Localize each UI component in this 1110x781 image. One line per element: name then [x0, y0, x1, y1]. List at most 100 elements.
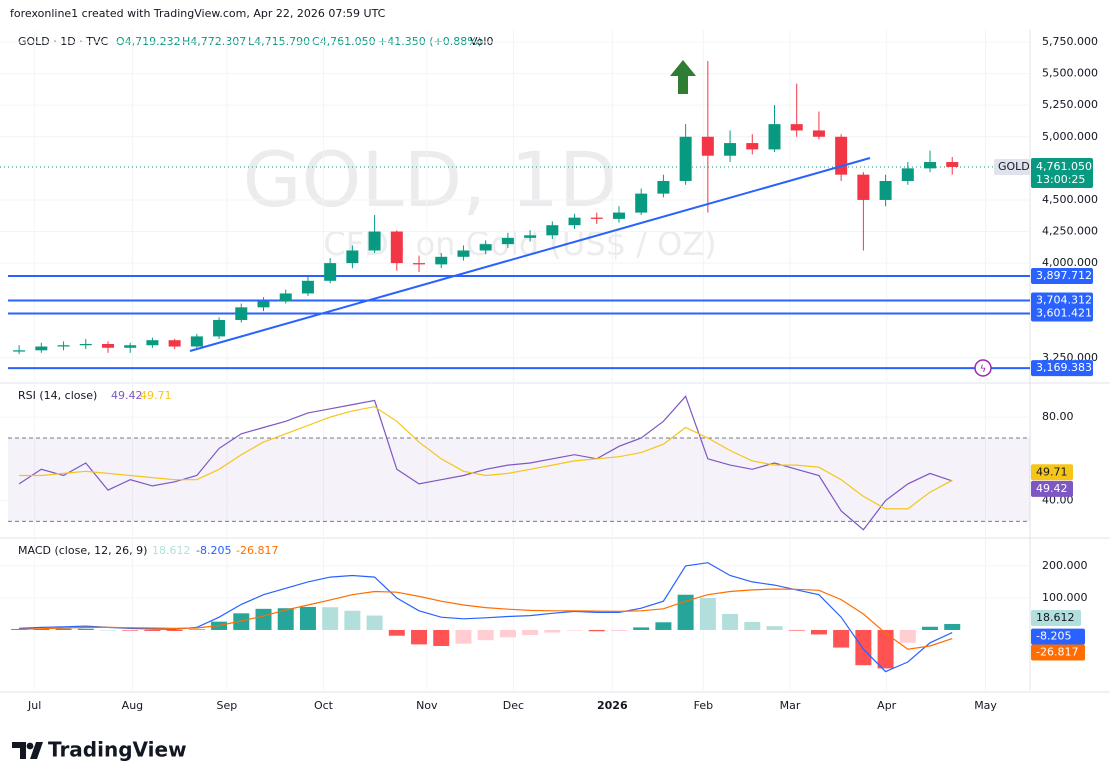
candle-body	[35, 346, 48, 351]
event-icon-glyph[interactable]: ϟ	[980, 364, 987, 375]
close: C4,761.050	[312, 35, 376, 48]
histogram-bar	[766, 626, 783, 630]
symbol-tag: GOLD	[998, 160, 1030, 173]
indicator-name: RSI (14, close)	[18, 389, 97, 402]
candle-body	[101, 343, 114, 348]
price-tag	[1031, 360, 1093, 377]
x-tick-label: Oct	[314, 699, 334, 712]
price-tag	[1031, 610, 1081, 627]
price-tag-label: 3,897.712	[1036, 269, 1092, 282]
histogram-bar	[144, 629, 161, 631]
histogram-bar	[610, 629, 627, 631]
up-arrow	[670, 60, 696, 94]
histogram-bar	[322, 607, 339, 630]
event-icon[interactable]	[974, 359, 992, 377]
volume: Vol0	[470, 35, 493, 48]
candle-body	[835, 136, 848, 175]
candle-body	[79, 343, 92, 346]
candle-body	[857, 174, 870, 200]
histogram-bar	[588, 629, 605, 632]
indicator-name: MACD (close, 12, 26, 9)	[18, 544, 147, 557]
histogram-bar	[455, 629, 472, 644]
histogram-bar	[544, 629, 561, 633]
candle-body	[168, 340, 181, 347]
credit: forexonline1 created with TradingView.co…	[10, 7, 386, 20]
high: H4,772.307	[182, 35, 246, 48]
price-tag-label: 49.42	[1036, 482, 1068, 495]
candle-body	[146, 340, 159, 346]
candle-body	[413, 263, 426, 265]
histogram-bar	[255, 608, 272, 630]
candle-body	[279, 293, 292, 302]
histogram-bar	[411, 629, 428, 645]
histogram-bar	[477, 629, 494, 641]
candle-body	[879, 180, 892, 200]
symbol-tag-box	[994, 158, 1030, 175]
legend-value: 49.71	[140, 389, 172, 402]
price-tag	[1031, 628, 1085, 645]
histogram-bar	[188, 629, 205, 630]
price-tag-label: 49.71	[1036, 465, 1068, 478]
candle-body	[768, 124, 781, 150]
x-tick-label: Feb	[694, 699, 713, 712]
last-price-label: 4,761.050	[1036, 160, 1092, 173]
candle-body	[612, 212, 625, 219]
price-tag-label: 3,601.421	[1036, 306, 1092, 319]
y-tick-label: 4,500.000	[1042, 193, 1098, 206]
price-tag	[1031, 644, 1085, 661]
x-tick-label: Aug	[122, 699, 143, 712]
footer-brand: TradingView	[48, 738, 187, 762]
x-tick-label: Mar	[780, 699, 801, 712]
histogram-bar	[855, 629, 872, 666]
candle-body	[724, 143, 737, 156]
candle-body	[57, 345, 70, 347]
candle-body	[701, 136, 714, 156]
candle-body	[657, 180, 670, 194]
y-tick-label: 100.000	[1042, 591, 1088, 604]
candle-body	[435, 256, 448, 265]
open: O4,719.232	[116, 35, 181, 48]
histogram-bar	[877, 629, 894, 669]
rsi-line	[18, 395, 953, 531]
histogram-bar	[499, 629, 516, 638]
histogram-bar	[566, 629, 583, 631]
candle-body	[524, 235, 537, 238]
price-tag-label: 3,169.383	[1036, 361, 1092, 374]
price-tag-label: -26.817	[1036, 646, 1078, 659]
histogram-bar	[99, 629, 116, 631]
candle-body	[679, 136, 692, 181]
header-legend: GOLD · 1D · TVC O4,719.232 H4,772.307 L4…	[18, 35, 493, 48]
change: +41.350 (+0.88%)	[378, 35, 482, 48]
histogram-bar	[744, 621, 761, 630]
trend-line	[189, 157, 871, 352]
y-tick-label: 80.00	[1042, 410, 1074, 423]
histogram-bar	[366, 615, 383, 630]
histogram-bar	[277, 608, 294, 630]
footer-logo	[12, 742, 43, 759]
candle-body	[301, 280, 314, 294]
x-tick-label: Apr	[877, 699, 897, 712]
price-tag	[1031, 464, 1073, 481]
low: L4,715.790	[248, 35, 310, 48]
price-tag-label: -8.205	[1036, 630, 1071, 643]
y-tick-label: 5,250.000	[1042, 98, 1098, 111]
last-price-box	[1031, 157, 1093, 188]
histogram-bar	[922, 626, 939, 630]
histogram-bar	[633, 627, 650, 630]
candle-body	[635, 193, 648, 213]
legend-value: 18.612	[152, 544, 191, 557]
histogram-bar	[810, 629, 827, 635]
histogram-bar	[433, 629, 450, 646]
symbol: GOLD · 1D · TVC	[18, 35, 108, 48]
histogram-bar	[788, 629, 805, 631]
candle-body	[590, 217, 603, 219]
candle-body	[324, 263, 337, 281]
legend-value: 49.42	[111, 389, 143, 402]
rsi-line	[19, 406, 953, 510]
candle-body	[190, 336, 203, 347]
watermark: GOLD, 1D	[243, 135, 618, 224]
candle-body	[368, 231, 381, 251]
macd-line	[19, 588, 953, 650]
y-tick-label: 5,500.000	[1042, 67, 1098, 80]
x-tick-label: Nov	[416, 699, 438, 712]
